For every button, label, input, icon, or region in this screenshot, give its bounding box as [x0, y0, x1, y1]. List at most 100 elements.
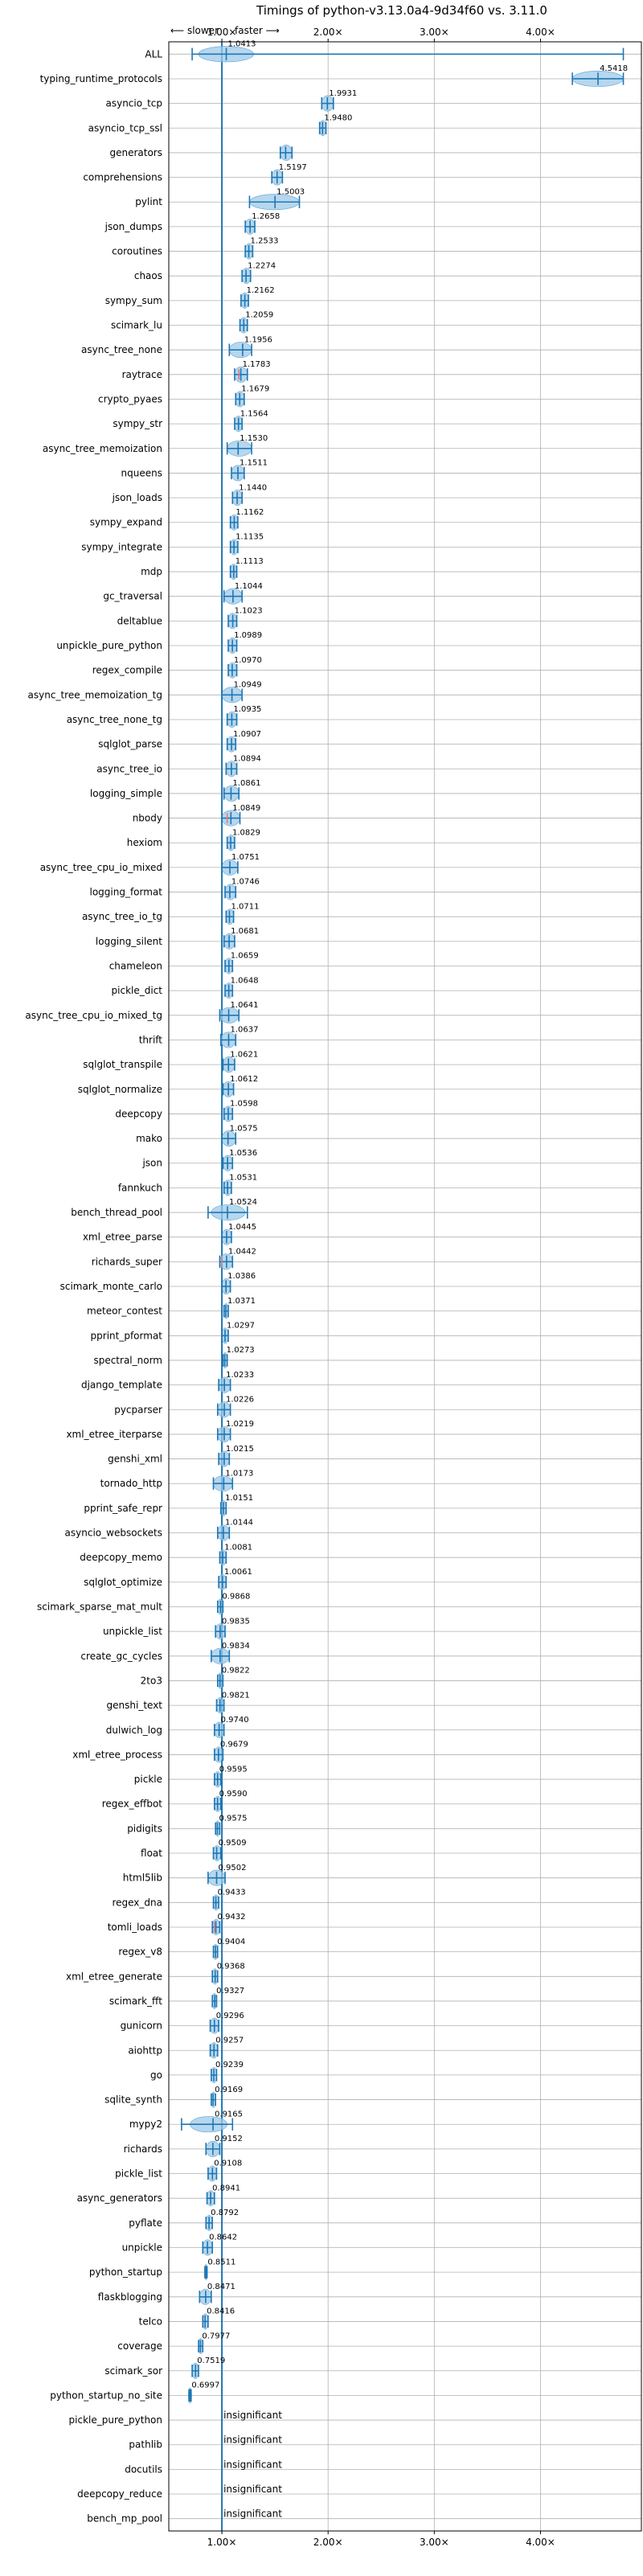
benchmark-name: go: [150, 2069, 162, 2081]
benchmark-name: async_tree_cpu_io_mixed: [40, 862, 162, 873]
benchmark-name: typing_runtime_protocols: [40, 73, 162, 84]
benchmark-name: gunicorn: [121, 2020, 162, 2032]
benchmark-name: regex_compile: [92, 665, 162, 676]
value-label: 1.1135: [235, 533, 264, 542]
benchmark-name: sympy_expand: [90, 517, 162, 528]
value-label: 1.0413: [228, 40, 256, 49]
benchmark-name: telco: [139, 2316, 162, 2327]
value-label: 0.8416: [207, 2307, 235, 2316]
benchmark-name: unpickle: [122, 2242, 162, 2253]
value-label: 1.0524: [229, 1198, 257, 1207]
benchmark-name: aiohttp: [128, 2045, 162, 2056]
value-label: 1.0621: [230, 1050, 258, 1059]
benchmark-name: mypy2: [129, 2119, 162, 2130]
benchmark-name: async_generators: [77, 2192, 162, 2204]
value-label: 1.0144: [225, 1519, 253, 1528]
benchmark-name: regex_v8: [118, 1946, 162, 1958]
x-tick-label-top: 3.00×: [420, 27, 449, 38]
value-label: 1.1956: [244, 335, 272, 344]
value-label: 1.0751: [231, 853, 260, 862]
value-label: 0.8941: [212, 2184, 240, 2192]
benchmark-name: scimark_sor: [104, 2365, 162, 2377]
benchmark-name: sympy_integrate: [81, 541, 162, 552]
x-tick-label-top: 2.00×: [313, 27, 343, 38]
benchmark-name: bench_thread_pool: [71, 1207, 162, 1218]
value-label: 0.9822: [222, 1667, 250, 1676]
value-label: 1.9480: [324, 113, 352, 122]
benchmark-name: unpickle_pure_python: [56, 640, 162, 651]
benchmark-name: fannkuch: [118, 1182, 162, 1193]
benchmark-name: comprehensions: [83, 172, 162, 183]
benchmark-name: bench_mp_pool: [87, 2513, 162, 2525]
value-label: 0.9821: [222, 1691, 250, 1700]
value-label: 1.0081: [224, 1543, 252, 1552]
benchmark-name: chaos: [134, 270, 162, 281]
value-label: 0.8642: [209, 2233, 237, 2242]
benchmark-name: logging_format: [89, 887, 162, 898]
benchmark-name: pickle_pure_python: [69, 2414, 162, 2426]
value-label: 0.9502: [218, 1864, 246, 1873]
value-label: 1.1440: [239, 483, 267, 492]
benchmark-name: richards_super: [92, 1256, 162, 1267]
value-label: 1.2274: [248, 261, 276, 270]
benchmark-name: python_startup_no_site: [50, 2389, 162, 2401]
benchmark-name: asyncio_tcp: [105, 98, 162, 109]
benchmark-name: deepcopy: [115, 1108, 162, 1119]
value-label: 1.0849: [232, 804, 260, 813]
value-label: 0.9239: [215, 2061, 244, 2069]
value-label: 1.0894: [233, 754, 261, 763]
benchmark-name: tornado_http: [100, 1478, 162, 1489]
insignificant-label: insignificant: [223, 2484, 282, 2495]
value-label: 1.1679: [241, 385, 269, 394]
value-label: 0.9575: [219, 1815, 247, 1823]
benchmark-name: pidigits: [127, 1823, 162, 1834]
insignificant-label: insignificant: [223, 2459, 282, 2470]
faster-direction-label: faster ⟶: [235, 25, 280, 36]
value-label: 0.8511: [207, 2258, 235, 2266]
value-label: 0.9679: [220, 1741, 248, 1749]
value-label: 0.8792: [211, 2209, 239, 2217]
benchmark-name: pickle: [134, 1774, 162, 1785]
value-label: 1.0442: [228, 1248, 256, 1257]
value-label: 1.5003: [276, 187, 305, 196]
benchmark-name: scimark_fft: [109, 1996, 162, 2007]
value-label: 0.9595: [219, 1765, 248, 1774]
benchmark-name: nbody: [133, 813, 162, 824]
benchmark-name: xml_etree_parse: [83, 1232, 162, 1243]
value-label: 1.0648: [231, 976, 259, 985]
benchmark-name: django_template: [81, 1380, 162, 1391]
benchmark-name: async_tree_io_tg: [82, 911, 162, 922]
value-label: 1.1783: [243, 360, 271, 369]
benchmark-name: async_tree_memoization_tg: [28, 689, 162, 700]
value-label: 1.0386: [227, 1272, 256, 1281]
benchmark-name: genshi_xml: [108, 1454, 162, 1465]
benchmark-name: docutils: [125, 2463, 162, 2475]
value-label: 1.1162: [235, 508, 264, 517]
benchmark-name: json_dumps: [104, 221, 162, 232]
value-label: 1.0575: [230, 1124, 258, 1133]
benchmark-name: mako: [136, 1133, 162, 1144]
x-tick-label-top: 4.00×: [526, 27, 555, 38]
benchmark-name: async_tree_memoization: [43, 443, 162, 454]
benchmark-name: scimark_sparse_mat_mult: [37, 1601, 162, 1612]
benchmark-name: pprint_safe_repr: [84, 1503, 162, 1514]
benchmark-name: json_loads: [112, 492, 162, 503]
benchmark-name: async_tree_io: [96, 763, 162, 774]
grid-layer: [169, 42, 641, 2531]
value-label: 1.0151: [225, 1494, 253, 1503]
slower-direction-label: ⟵ slower: [170, 25, 219, 36]
benchmark-name: pathlib: [129, 2439, 162, 2451]
benchmark-name: pickle_list: [115, 2168, 162, 2180]
benchmark-name: genshi_text: [107, 1700, 163, 1711]
benchmark-name: regex_effbot: [102, 1799, 163, 1810]
benchmark-name: sqlglot_optimize: [84, 1577, 162, 1588]
value-label: 0.6997: [191, 2381, 219, 2390]
benchmark-name: hexiom: [127, 837, 162, 848]
value-label: 1.5197: [279, 163, 307, 172]
value-label: 1.2533: [251, 237, 279, 246]
benchmark-name: regex_dna: [112, 1897, 162, 1908]
benchmark-name: flaskblogging: [98, 2291, 162, 2303]
value-label: 1.1511: [240, 459, 268, 468]
value-label: 1.1530: [240, 434, 268, 443]
